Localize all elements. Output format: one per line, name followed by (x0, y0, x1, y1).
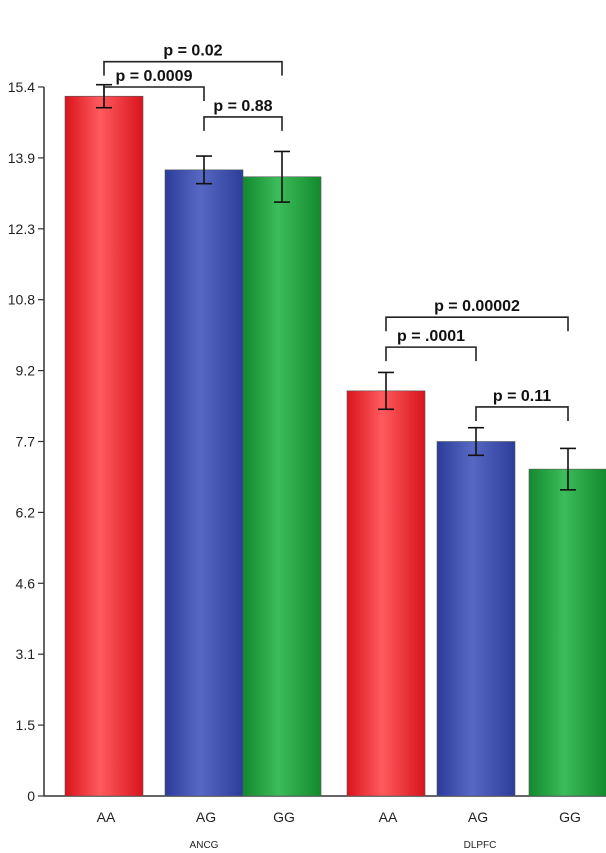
bar-dlpfc-ag (436, 441, 516, 797)
group-label-dlpfc: DLPFC (464, 840, 497, 851)
p-value-label: p = 0.00002 (434, 298, 520, 315)
y-tick-label: 9.2 (16, 363, 36, 379)
x-category-label: AA (97, 809, 116, 825)
significance-brackets (103, 60, 569, 421)
group-label-ancg: ANCG (190, 840, 219, 851)
x-category-label: AG (196, 809, 216, 825)
x-category-label: AA (379, 809, 398, 825)
y-tick-label: 7.7 (16, 434, 36, 450)
y-tick-label: 1.5 (16, 717, 36, 733)
bar-ancg-gg (242, 176, 322, 797)
y-tick-label: 0 (27, 788, 35, 804)
significance-bracket (103, 86, 205, 101)
p-value-label: p = 0.88 (213, 98, 272, 115)
p-value-label: p = 0.02 (163, 43, 222, 60)
bars (64, 95, 606, 797)
y-tick-label: 10.8 (8, 292, 35, 308)
y-tick-label: 13.9 (8, 150, 35, 166)
significance-bracket (203, 116, 283, 131)
significance-bracket (103, 60, 283, 76)
y-tick-label: 12.3 (8, 221, 35, 237)
x-category-label: GG (273, 809, 295, 825)
p-value-label: p = 0.0009 (116, 68, 193, 85)
significance-bracket (385, 346, 477, 362)
bar-ancg-ag (164, 169, 244, 797)
bar-dlpfc-gg (528, 468, 606, 797)
y-tick-label: 6.2 (16, 504, 36, 520)
x-category-label: GG (559, 809, 581, 825)
bar-dlpfc-aa (346, 390, 426, 797)
labels: 0 1.5 3.1 4.6 6.2 7.7 9.2 10.8 12.3 13.9 15.4 AA AG G… (8, 43, 581, 851)
bar-ancg-aa (64, 95, 144, 797)
significance-bracket (475, 406, 569, 421)
x-category-label: AG (468, 809, 488, 825)
y-tick-label: 15.4 (8, 79, 35, 95)
y-tick-label: 3.1 (16, 646, 36, 662)
p-value-label: p = 0.11 (493, 388, 551, 405)
p-value-label: p = .0001 (397, 328, 465, 345)
significance-bracket (385, 316, 569, 332)
y-tick-label: 4.6 (16, 575, 36, 591)
